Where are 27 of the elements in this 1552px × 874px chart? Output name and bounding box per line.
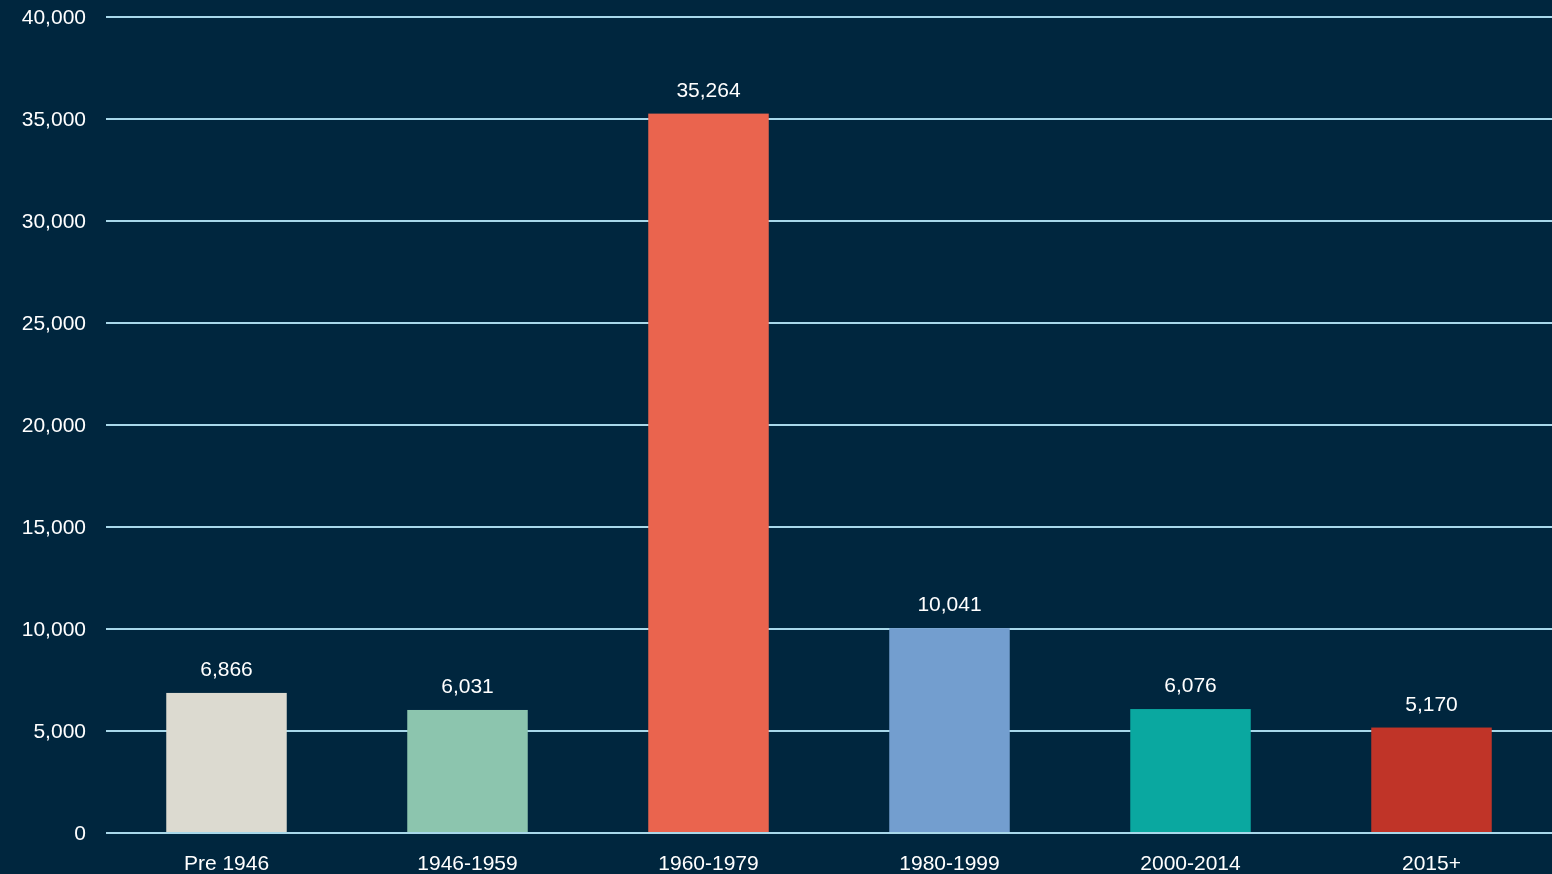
x-tick-label: 2015+ — [1402, 851, 1461, 874]
x-tick-label: Pre 1946 — [183, 851, 270, 874]
bar — [1130, 709, 1251, 833]
y-tick-label: 10,000 — [21, 617, 86, 641]
bar — [407, 709, 528, 833]
y-tick-label: 30,000 — [21, 209, 86, 233]
bar — [889, 628, 1010, 833]
y-tick-label: 20,000 — [21, 413, 86, 437]
y-tick-label: 35,000 — [21, 107, 86, 131]
data-label: 35,264 — [676, 77, 741, 101]
data-label: 6,031 — [441, 673, 494, 697]
bar — [1371, 727, 1492, 833]
y-tick-label: 15,000 — [21, 515, 86, 539]
data-label: 6,076 — [1164, 673, 1217, 697]
y-tick-label: 25,000 — [21, 311, 86, 335]
data-label: 6,866 — [200, 656, 253, 680]
y-tick-label: 0 — [74, 821, 86, 845]
x-tick-label: 1980-1999 — [899, 851, 1000, 874]
y-tick-label: 5,000 — [33, 719, 86, 743]
x-tick-label: 2000-2014 — [1140, 851, 1242, 874]
bar — [648, 113, 769, 833]
data-label: 10,041 — [917, 592, 982, 616]
bar — [166, 692, 287, 833]
y-tick-label: 40,000 — [21, 5, 86, 29]
x-tick-label: 1946-1959 — [417, 851, 518, 874]
data-label: 5,170 — [1405, 691, 1458, 715]
x-tick-label: 1960-1979 — [658, 851, 759, 874]
